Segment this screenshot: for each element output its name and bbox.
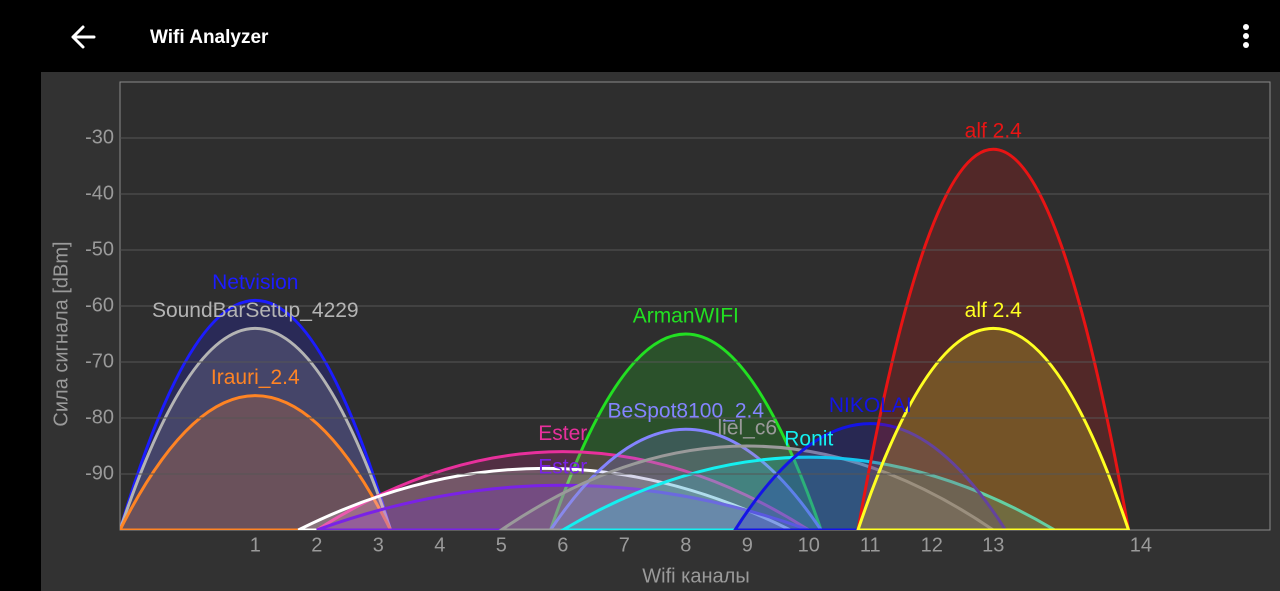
x-axis-title: Wifi каналы [642,565,749,587]
network-label: alf 2.4 [965,120,1023,143]
signal-curve [856,326,1131,530]
curves [120,147,1131,530]
menu-dot [1243,33,1249,39]
menu-button[interactable] [1243,24,1249,48]
network-label: liel_c6 [717,417,777,440]
x-tick-label: 3 [373,534,384,556]
x-tick-label: 7 [619,534,630,556]
x-tick-label: 11 [860,534,881,556]
signal-curve [313,450,812,530]
network-label: BeSpot8100_2.4 [608,400,765,423]
signal-curve [316,483,810,530]
network-label: ArmanWIFI [633,305,739,328]
signal-curve [559,455,1058,530]
signal-curve [120,299,393,530]
network-label: alf 2.4 [965,299,1023,322]
x-tick-label: 8 [680,534,691,556]
back-button[interactable] [71,25,96,49]
x-tick-label: 10 [798,534,820,556]
network-label: Ester [538,456,587,479]
x-tick-label: 5 [496,534,507,556]
network-label: NIKOLAI [829,394,912,417]
y-tick-label: -40 [85,182,114,204]
network-label: Ronit [784,428,833,451]
x-tick-label: 2 [311,534,322,556]
back-arrow [71,25,96,49]
y-tick-label: -60 [85,294,114,316]
y-tick-label: -90 [85,462,114,484]
x-tick-label: 6 [557,534,568,556]
signal-curve [548,332,823,530]
x-tick-label: 14 [1130,534,1152,556]
signal-curve [120,326,393,530]
y-tick-label: -50 [85,238,114,260]
y-tick-label: -80 [85,406,114,428]
signal-curve [120,394,393,530]
signal-curve [733,422,1008,530]
x-tick-label: 12 [921,534,943,556]
y-axis-title: Сила сигнала [dBm] [50,241,72,426]
menu-dot [1243,24,1249,30]
app-bar [0,0,1280,72]
network-label: SoundBarSetup_4229 [152,299,359,322]
y-tick-label: -70 [85,350,114,372]
x-tick-label: 4 [434,534,445,556]
network-label: Ester [538,422,587,445]
x-tick-label: 1 [250,534,261,556]
signal-curve [856,147,1131,530]
y-tick-label: -30 [85,126,114,148]
network-label: Irauri_2.4 [211,366,300,389]
app-title: Wifi Analyzer [150,27,269,48]
x-tick-label: 9 [742,534,753,556]
network-label: Netvision [212,271,298,294]
menu-dot [1243,42,1249,48]
x-tick-label: 13 [982,534,1004,556]
